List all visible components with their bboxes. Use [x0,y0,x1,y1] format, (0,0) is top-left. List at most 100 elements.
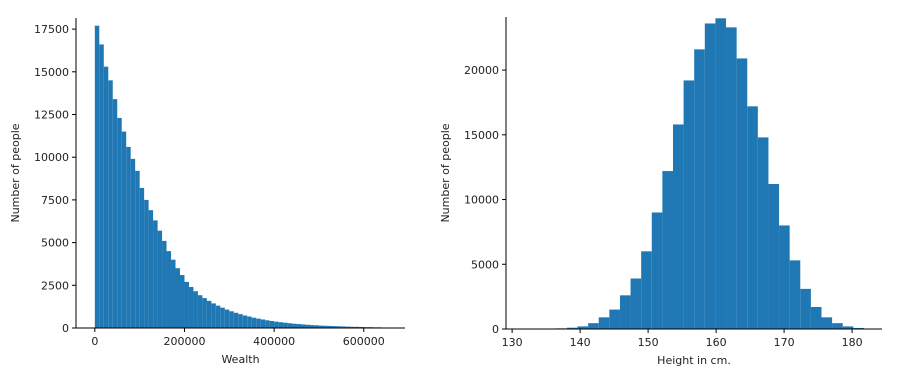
bar [314,325,319,328]
bar [265,320,270,328]
bar [309,325,315,328]
bar [662,171,673,329]
bar [704,23,716,330]
bar [206,300,212,328]
bar [715,18,727,329]
bar [197,295,203,328]
x-tick-label: 170 [774,336,795,349]
bar [251,317,257,328]
x-tick-label: 600000 [343,335,385,348]
bar [768,184,780,329]
y-tick-label: 10000 [464,194,499,207]
x-tick-label: 200000 [163,335,205,348]
bar [318,325,324,328]
x-axis-label: Height in cm. [657,354,731,367]
bar [242,315,248,328]
bar [832,323,843,329]
bar [323,325,328,328]
x-tick-label: 160 [706,336,727,349]
chart-panel: 0 2500 5000 7500 10000 12500 15000 17500 0 200000… [9,18,405,366]
y-tick-label: 0 [492,323,499,336]
bar [641,251,652,329]
y-tick-label: 15000 [464,129,499,142]
bar [144,199,149,328]
bar [220,307,225,328]
bar [94,25,100,329]
bar [103,66,109,329]
bar [789,260,801,329]
bar [630,278,642,329]
bar [683,80,695,329]
bar [619,295,631,329]
bar [202,298,207,328]
bar [853,327,864,329]
bar [278,322,284,328]
y-tick-label: 7500 [41,194,69,207]
bar [566,327,578,329]
x-axis-label: Wealth [221,353,259,366]
bar [598,317,610,329]
y-tick-label: 12500 [34,109,69,122]
chart-panel: 0 5000 10000 15000 20000 130 140 150 160 170 180 He… [439,17,882,367]
bar [651,212,663,329]
bar [341,326,346,328]
bar [736,58,748,329]
bar [301,324,306,328]
bar [175,268,180,328]
bar [179,275,185,328]
y-tick-label: 20000 [464,64,499,77]
x-tick-label: 400000 [253,335,295,348]
bar [171,259,176,328]
bar [350,326,355,328]
x-tick-label: 0 [91,335,98,348]
bar [256,318,261,328]
bar [726,27,737,330]
bar [112,99,118,328]
bar [139,187,145,328]
bar [108,80,113,328]
y-tick-label: 5000 [471,258,499,271]
bar [233,312,239,328]
bar [747,106,758,329]
bar [577,326,589,329]
bar [135,170,140,328]
bar [274,321,279,328]
bar [810,306,822,329]
bar [269,320,275,328]
x-tick-label: 150 [638,336,659,349]
bar [672,124,684,329]
y-tick-label: 2500 [41,279,69,292]
bar [588,323,599,329]
bar [162,240,167,328]
bar [287,323,293,328]
bar [229,311,234,328]
bar [283,322,288,328]
bar [757,137,769,329]
bar [166,251,172,328]
bar [779,225,790,329]
bar [211,303,216,328]
bar [126,146,131,328]
bar [188,287,194,328]
y-axis-label: Number of people [9,123,22,222]
bar [153,220,158,328]
bar [336,326,342,328]
bar [821,317,833,329]
x-tick-label: 180 [842,336,863,349]
bar [292,323,297,328]
bar [184,281,189,328]
bar [260,319,266,328]
bar [609,309,620,329]
bar [354,326,360,328]
bar [359,326,364,328]
bar [121,131,127,328]
x-tick-label: 140 [570,336,591,349]
bar [305,324,310,328]
bar [224,309,230,328]
bar [157,230,163,328]
bar [99,44,104,329]
bar [247,316,252,328]
bar [694,49,705,330]
y-tick-label: 0 [62,322,69,335]
